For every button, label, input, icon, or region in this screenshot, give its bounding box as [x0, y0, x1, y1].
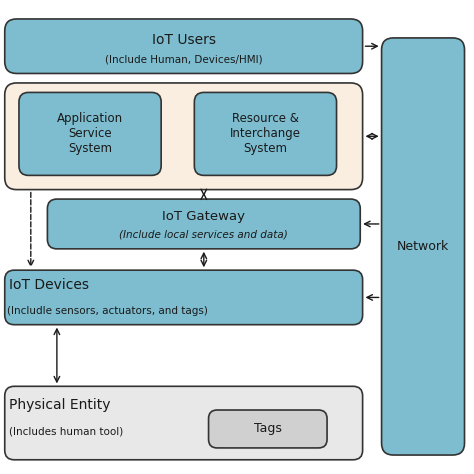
FancyBboxPatch shape — [5, 19, 363, 73]
FancyBboxPatch shape — [5, 270, 363, 325]
FancyBboxPatch shape — [5, 83, 363, 190]
FancyBboxPatch shape — [209, 410, 327, 448]
Text: (Include Human, Devices/HMI): (Include Human, Devices/HMI) — [105, 55, 263, 65]
FancyBboxPatch shape — [47, 199, 360, 249]
Text: Physical Entity: Physical Entity — [9, 398, 111, 412]
Text: Tags: Tags — [254, 422, 282, 436]
Text: Application
Service
System: Application Service System — [57, 112, 123, 155]
FancyBboxPatch shape — [5, 386, 363, 460]
Text: (Include local services and data): (Include local services and data) — [119, 230, 288, 240]
FancyBboxPatch shape — [382, 38, 465, 455]
FancyBboxPatch shape — [194, 92, 337, 175]
Text: IoT Gateway: IoT Gateway — [162, 210, 246, 223]
Text: Resource &
Interchange
System: Resource & Interchange System — [230, 112, 301, 155]
Text: IoT Devices: IoT Devices — [9, 278, 90, 292]
Text: (Includle sensors, actuators, and tags): (Includle sensors, actuators, and tags) — [7, 306, 208, 316]
Text: Network: Network — [397, 240, 449, 253]
Text: IoT Users: IoT Users — [152, 33, 216, 46]
Text: (Includes human tool): (Includes human tool) — [9, 427, 124, 437]
FancyBboxPatch shape — [19, 92, 161, 175]
